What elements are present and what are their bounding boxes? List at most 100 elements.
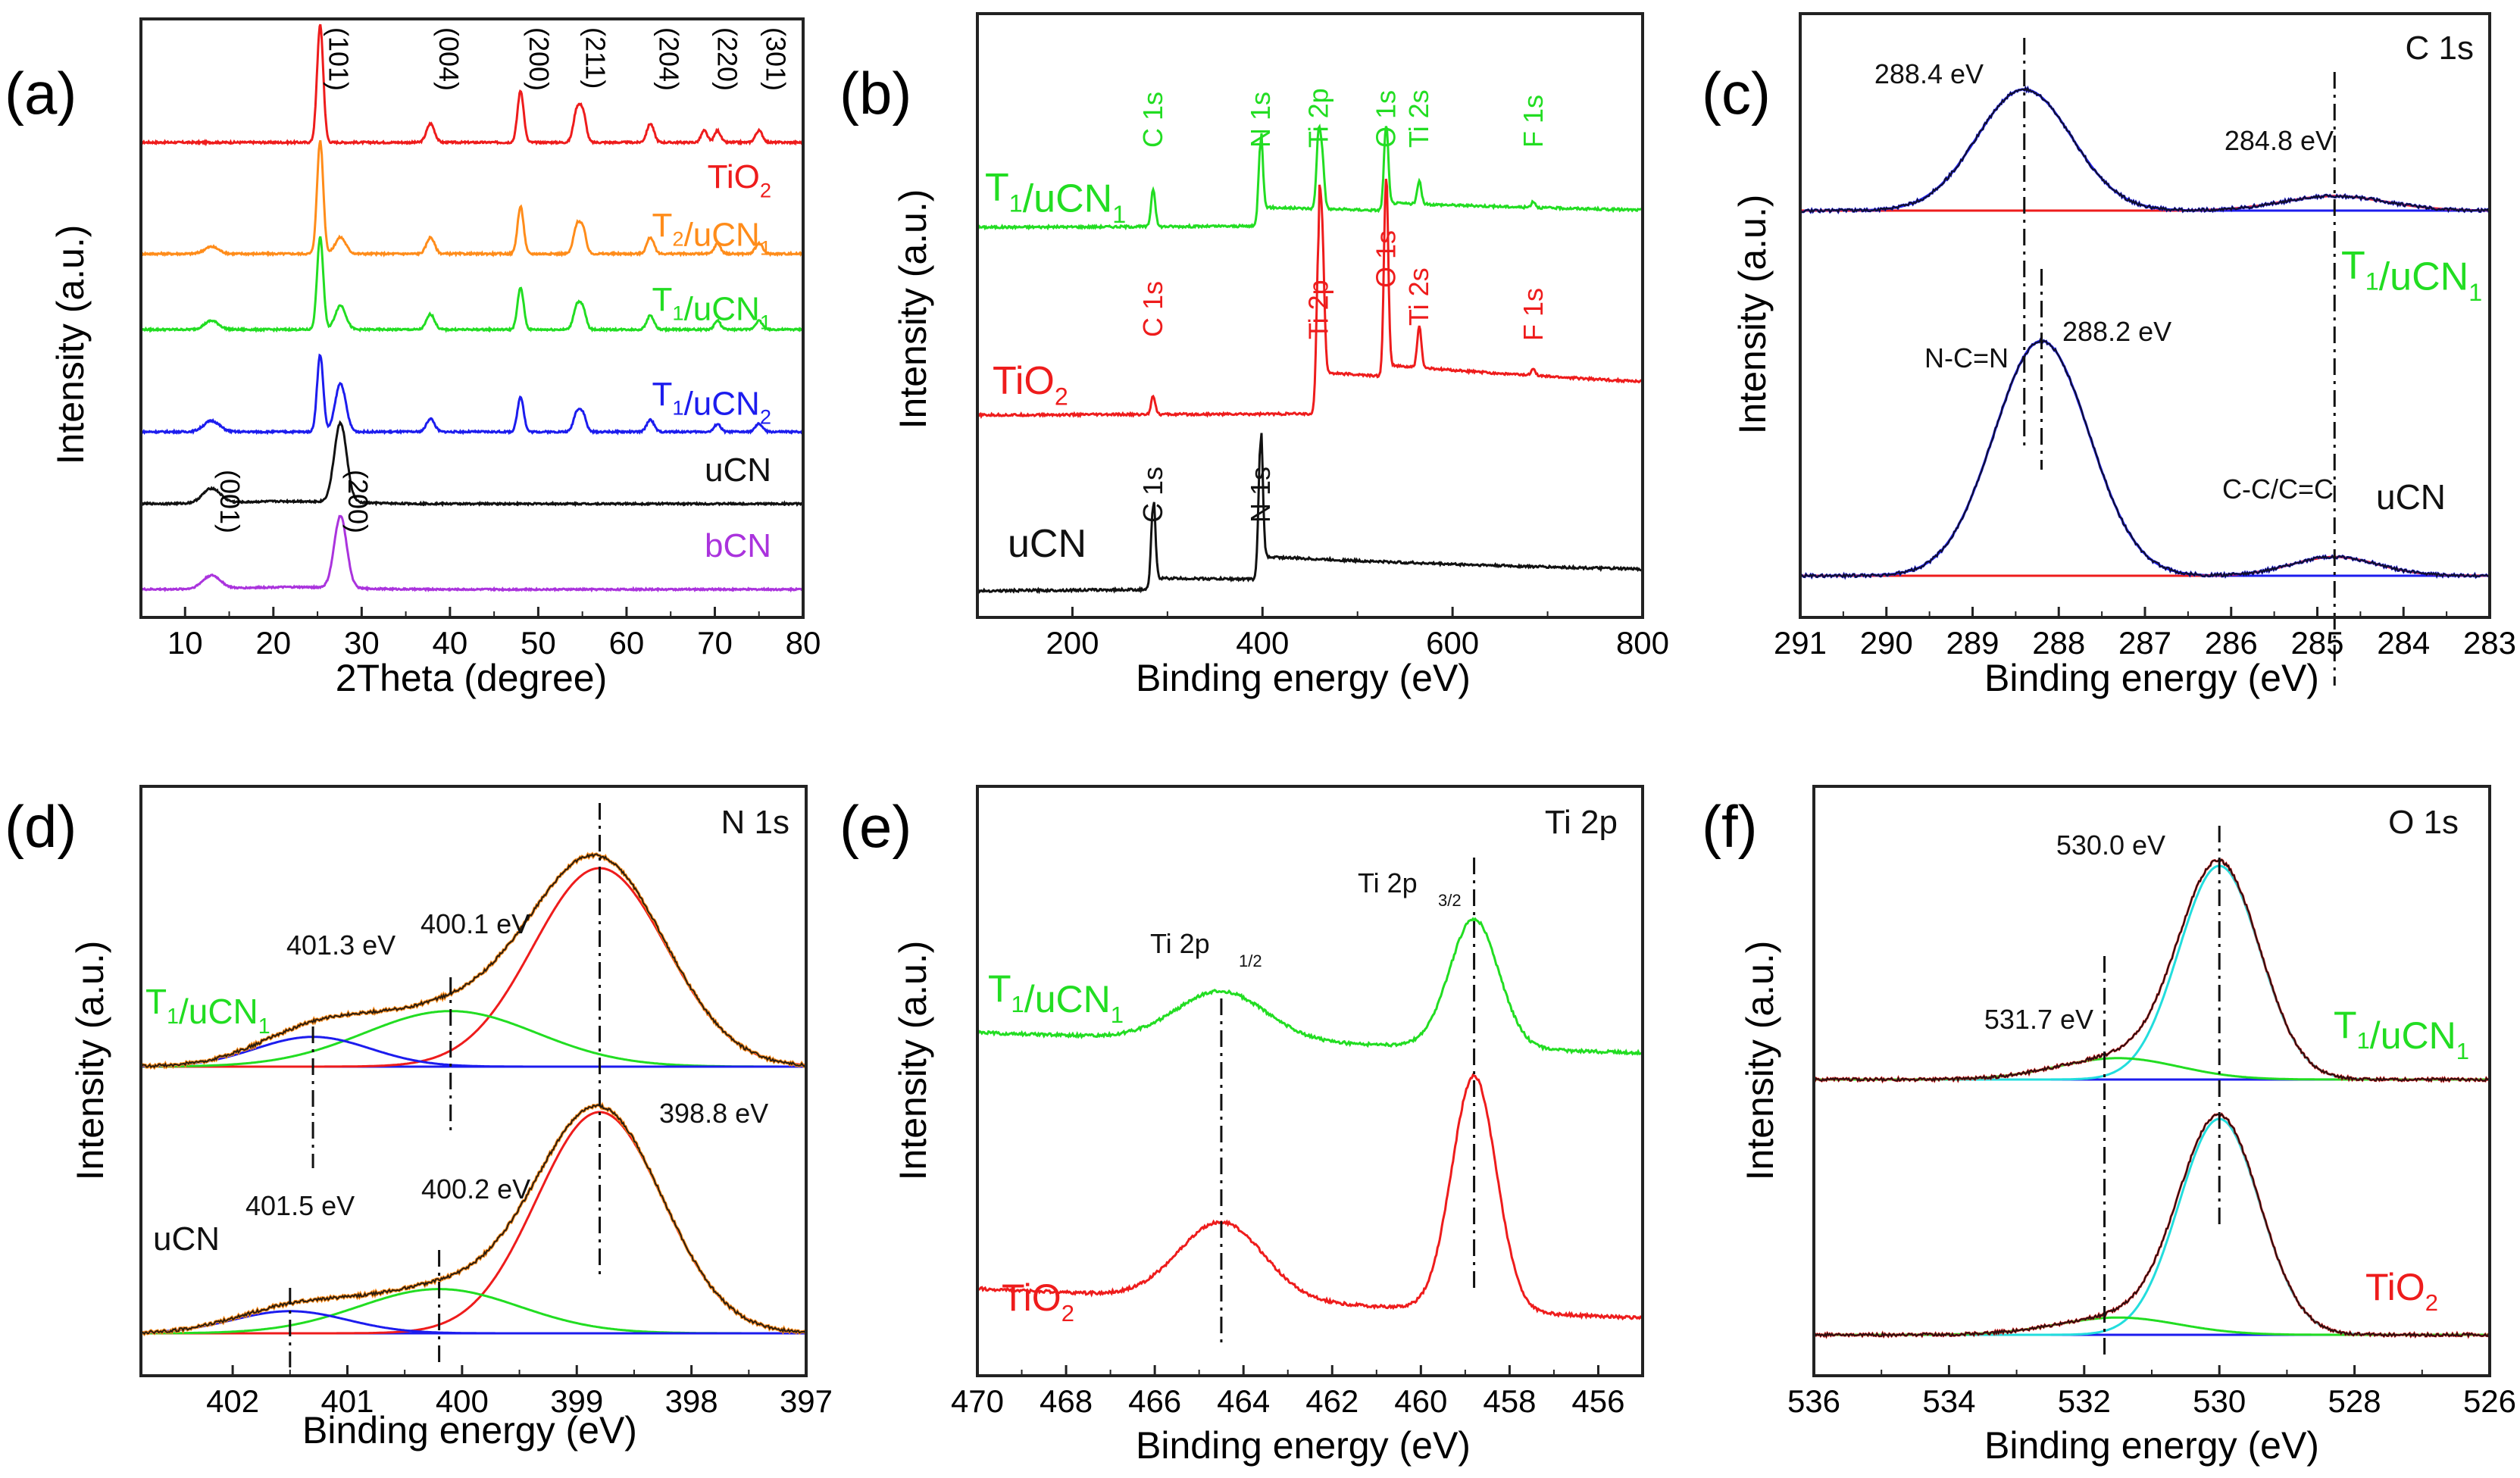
panel-d-xtick-label: 401 (320, 1383, 374, 1419)
panel-b-series-line (976, 178, 1643, 419)
panel-d-xtick-label: 399 (550, 1383, 603, 1419)
panel-e-xtick-label: 464 (1217, 1383, 1270, 1419)
panel-e-ylabel: Intensity (a.u.) (892, 941, 934, 1181)
legend-label-part: /uCN (684, 216, 760, 253)
panel-b-xtick-label: 600 (1426, 625, 1479, 661)
legend-label-part: /uCN (2379, 255, 2468, 299)
legend-label-part: 1 (672, 395, 683, 419)
legend-label-part: 2 (760, 178, 771, 202)
legend-label-part: 1 (1112, 201, 1126, 228)
panel-f-xtick-label: 536 (1787, 1383, 1840, 1419)
panel-d-component-line (141, 867, 807, 1068)
legend-label-part: 1 (760, 236, 771, 260)
legend-label-part: 1 (1011, 991, 1024, 1017)
panel-f-fit-line (1813, 858, 2490, 1083)
panel-b-ylabel: Intensity (a.u.) (892, 189, 934, 430)
legend-label-part: 1 (760, 311, 771, 334)
panel-c-xtick-label: 287 (2118, 625, 2171, 661)
panel-b-legend-label: TiO2 (993, 359, 1068, 411)
legend-label-part: uCN (1008, 522, 1086, 566)
panel-a-xtick-label: 10 (167, 625, 203, 661)
panel-c-legend-label: uCN (2376, 477, 2446, 517)
panel-b-peak-label: Ti 2s (1403, 89, 1434, 148)
panel-e-frame (976, 785, 1644, 1377)
panel-d-annotation: 401.5 eV (245, 1190, 355, 1221)
legend-label-part: uCN (153, 1220, 220, 1258)
panel-a-hkl-label: (301) (760, 27, 791, 91)
panel-e-xtick-label: 462 (1305, 1383, 1358, 1419)
legend-label-part: 2 (1055, 383, 1068, 411)
panel-a-hkl-label: (200) (342, 470, 374, 533)
panel-e-envelope-line (977, 1073, 1643, 1321)
panel-d-annotation: N 1s (721, 804, 789, 841)
panel-b-series-line (977, 433, 1643, 595)
panel-b-peak-label: F 1s (1518, 95, 1549, 148)
panel-d-annotation: 400.1 eV (421, 908, 530, 939)
panel-a-legend-label: T2/uCN1 (652, 207, 771, 260)
panel-a-legend-label: bCN (705, 527, 771, 564)
panel-c-ylabel: Intensity (a.u.) (1731, 195, 1774, 435)
panel-b-label: (b) (839, 60, 911, 127)
panel-d-label: (d) (5, 793, 77, 860)
panel-d-ylabel: Intensity (a.u.) (69, 941, 111, 1181)
panel-d-frame (139, 785, 808, 1377)
panel-e-xtick-label: 460 (1394, 1383, 1447, 1419)
panel-a-hkl-label: (200) (524, 27, 555, 91)
panel-a-hkl-label: (211) (580, 27, 611, 89)
panel-d-xlabel: Binding energy (eV) (302, 1409, 637, 1451)
panel-e-legend-label: TiO2 (1002, 1276, 1074, 1326)
legend-label-part: 1 (258, 1014, 270, 1039)
panel-d-xtick-label: 397 (780, 1383, 833, 1419)
panel-d-legend-label: T1/uCN1 (145, 982, 270, 1039)
panel-c-xtick-label: 288 (2032, 625, 2085, 661)
panel-e: (e) Intensity (a.u.) Binding energy (eV)… (839, 785, 1644, 1467)
panel-d-plot: 402 401 400 399 398 397 N 1s 401.3 eV 400.1 eV 39… (140, 803, 833, 1419)
panel-f-component-line (1814, 1316, 2490, 1336)
panel-c-annotation: C 1s (2406, 30, 2474, 67)
legend-label-part: 1 (672, 301, 683, 324)
panel-e-legend-label: T1/uCN1 (988, 967, 1124, 1028)
panel-c-xtick-label: 289 (1946, 625, 1999, 661)
panel-c-label: (c) (1702, 60, 1771, 127)
panel-c-frame (1799, 12, 2491, 619)
panel-d-annotation: 401.3 eV (286, 930, 396, 961)
panel-d-envelope-line (140, 1101, 808, 1337)
legend-label-part: T (652, 376, 673, 413)
panel-e-annotation-sub: 3/2 (1438, 891, 1462, 910)
panel-b-peak-label: C 1s (1137, 281, 1168, 337)
panel-d-component-line (141, 1111, 807, 1335)
panel-e-envelope-line (976, 917, 1643, 1056)
panel-a-xtick-label: 70 (697, 625, 733, 661)
panel-d: (d) Intensity (a.u.) Binding energy (eV)… (5, 785, 833, 1451)
panel-e-xtick-label: 470 (951, 1383, 1004, 1419)
panel-a-xtick-label: 30 (344, 625, 380, 661)
panel-c-annotation: 284.8 eV (2225, 125, 2334, 156)
legend-label-part: 1 (1009, 190, 1023, 217)
panel-f-xtick-label: 526 (2463, 1383, 2516, 1419)
legend-label-part: 2 (1061, 1300, 1074, 1326)
panel-a-ylabel: Intensity (a.u.) (49, 225, 92, 465)
panel-d-annotation: 398.8 eV (659, 1098, 768, 1129)
panel-a-series-line (140, 353, 804, 436)
legend-label-part: 1 (2468, 279, 2482, 306)
panel-c-component-line (1800, 195, 2490, 212)
panel-b-peak-label: Ti 2p (1302, 280, 1333, 339)
panel-f-legend-label: TiO2 (2365, 1266, 2438, 1316)
panel-c-xtick-label: 286 (2205, 625, 2258, 661)
panel-f-annotation: 531.7 eV (1984, 1004, 2093, 1035)
panel-f-frame (1812, 785, 2491, 1377)
legend-label-part: /uCN (1024, 978, 1111, 1020)
panel-d-component-line (141, 1288, 806, 1335)
panel-e-xtick-label: 458 (1483, 1383, 1536, 1419)
panel-f-xtick-label: 530 (2193, 1383, 2246, 1419)
legend-label-part: 1 (2365, 268, 2379, 295)
panel-f-label: (f) (1702, 793, 1758, 860)
panel-c-xtick-label: 285 (2290, 625, 2343, 661)
panel-a-xtick-label: 20 (255, 625, 291, 661)
panel-d-legend-label: uCN (153, 1220, 220, 1258)
panel-a-hkl-label: (220) (711, 27, 743, 91)
panel-a-legend-label: T1/uCN1 (652, 281, 771, 334)
legend-label-part: /uCN (684, 290, 760, 327)
panel-d-xtick-label: 398 (665, 1383, 718, 1419)
